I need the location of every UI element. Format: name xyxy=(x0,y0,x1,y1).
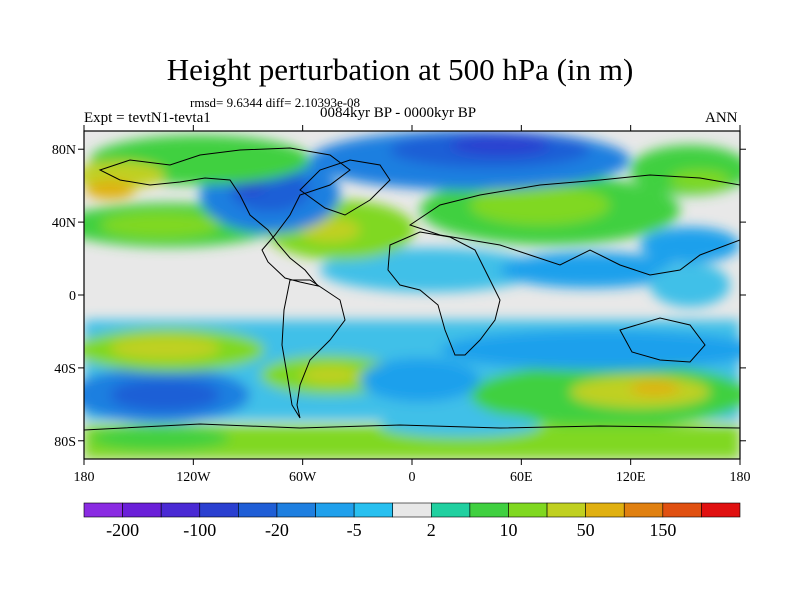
eurasia-coast xyxy=(408,174,740,276)
lat-tick-label: 80N xyxy=(52,143,76,158)
colorbar-swatch xyxy=(662,502,702,518)
western-pacific-low xyxy=(650,263,730,307)
lat-tick-label: 40N xyxy=(52,216,76,231)
colorbar-swatch xyxy=(238,502,278,518)
colorbar-label: -5 xyxy=(347,520,362,540)
lon-tick-label: 0 xyxy=(409,470,416,485)
lon-tick-label: 120W xyxy=(176,470,211,485)
colorbar-label: 50 xyxy=(577,520,595,540)
north-pacific-high-core xyxy=(100,212,220,238)
north-america-coast xyxy=(98,147,351,287)
antarctic-high xyxy=(90,426,230,450)
experiment-label: Expt = tevtN1-tevta1 xyxy=(84,110,211,126)
tropical-indian-low xyxy=(500,252,680,288)
colorbar-swatch xyxy=(199,502,239,518)
lat-tick-label: 40S xyxy=(54,362,76,377)
height-field xyxy=(84,131,740,459)
arctic-low-peak xyxy=(450,135,550,155)
colorbar-swatch xyxy=(623,502,664,518)
lon-tick-label: 180 xyxy=(730,470,751,485)
colorbar-swatch xyxy=(315,502,355,518)
colorbar-swatch xyxy=(353,502,394,518)
colorbar-label: -20 xyxy=(265,520,289,540)
colorbar-label: -100 xyxy=(183,520,216,540)
south-pacific-low-core xyxy=(110,379,220,411)
colorbar-swatch xyxy=(160,502,201,518)
colorbar-label: 10 xyxy=(499,520,517,540)
colorbar-swatch xyxy=(546,502,586,518)
greenland-coast xyxy=(299,159,391,216)
period-label: 0084kyr BP - 0000kyr BP xyxy=(320,105,477,121)
longitude-axis: 180 120W 60W 0 60E 120E 180 xyxy=(74,125,751,485)
lon-tick-label: 120E xyxy=(616,470,646,485)
coastlines xyxy=(84,147,740,431)
lat-tick-label: 0 xyxy=(69,289,76,304)
colorbar-swatch xyxy=(508,502,548,518)
colorbar-swatch xyxy=(122,502,162,518)
colorbar-label: 150 xyxy=(649,520,676,540)
indian-ocean-low xyxy=(440,330,740,370)
lon-tick-label: 60E xyxy=(510,470,533,485)
plot-title: Height perturbation at 500 hPa (in m) xyxy=(166,52,634,87)
south-atlantic-low xyxy=(360,358,480,402)
south-atlantic-high-core xyxy=(300,366,360,384)
colorbar-swatch xyxy=(701,502,741,518)
colorbar-swatch xyxy=(276,502,316,518)
australia-coast xyxy=(619,317,706,363)
colorbar-swatch xyxy=(392,502,432,518)
lon-tick-label: 60W xyxy=(289,470,317,485)
antarctic-low xyxy=(380,413,540,437)
south-america-coast xyxy=(281,279,346,419)
latitude-axis: 80N 40N 0 40S 80S xyxy=(52,143,746,450)
east-asia-low xyxy=(640,227,740,263)
siberia-high-core xyxy=(670,170,730,190)
colorbar-label: 2 xyxy=(427,520,436,540)
eurasia-high-core xyxy=(470,185,610,225)
colorbar-swatch xyxy=(469,502,509,518)
lat-tick-label: 80S xyxy=(54,435,76,450)
colorbar-swatch xyxy=(83,502,123,518)
south-pacific-high-core xyxy=(110,336,220,360)
indian-ocean-high-peak xyxy=(630,381,680,395)
tropical-atlantic-low xyxy=(320,248,540,292)
africa-coast xyxy=(387,231,501,356)
colorbar-label: -200 xyxy=(106,520,139,540)
colorbar-swatch xyxy=(585,502,625,518)
arctic-high-peak xyxy=(85,181,135,199)
colorbar-swatch xyxy=(430,502,471,518)
antarctica-coast xyxy=(84,423,740,431)
colorbar: -200 -100 -20 -5 2 10 50 150 xyxy=(83,502,741,540)
lon-tick-label: 180 xyxy=(74,470,95,485)
season-label: ANN xyxy=(705,110,738,126)
stats-label: rmsd= 9.6344 diff= 2.10393e-08 xyxy=(190,95,361,110)
